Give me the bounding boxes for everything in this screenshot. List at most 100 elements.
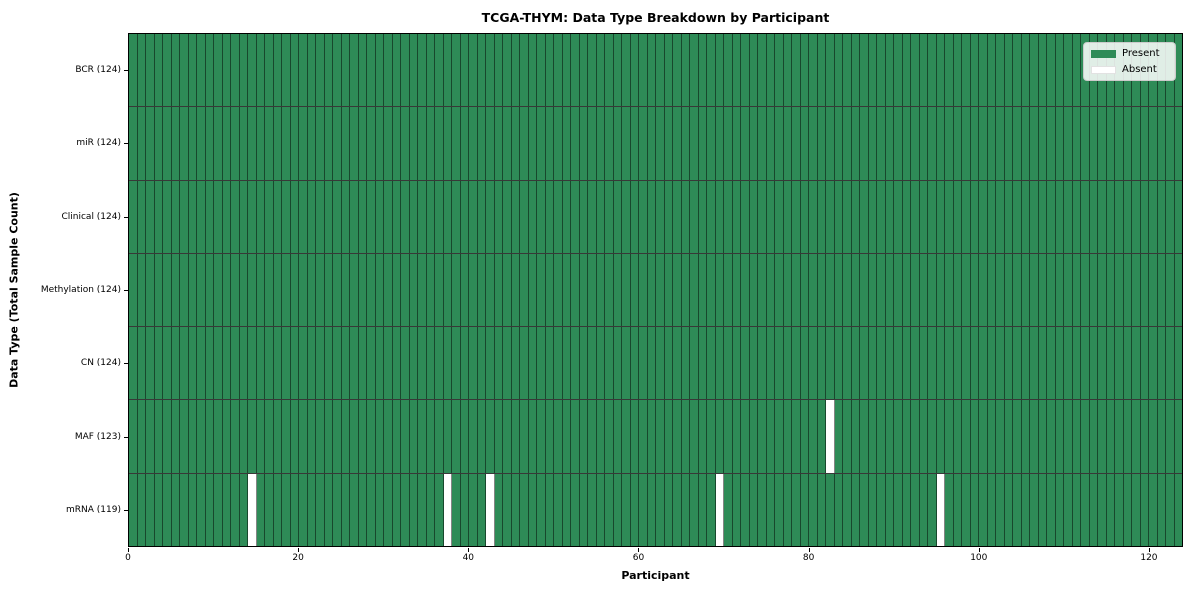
heatmap-cell <box>579 34 588 107</box>
heatmap-cell <box>163 34 172 107</box>
heatmap-cell <box>1030 107 1039 180</box>
heatmap-cell <box>1106 253 1115 327</box>
heatmap-cell <box>962 107 971 180</box>
heatmap-cell <box>987 253 996 327</box>
heatmap-cell <box>282 473 291 546</box>
heatmap-cell <box>1064 107 1073 180</box>
heatmap-cell <box>851 400 860 473</box>
heatmap-cell <box>613 107 622 180</box>
heatmap-cell <box>256 473 265 546</box>
heatmap-cell <box>902 253 911 327</box>
heatmap-cell <box>800 180 809 253</box>
heatmap-cell <box>809 327 818 400</box>
heatmap-cell <box>945 400 954 473</box>
heatmap-cell <box>537 400 546 473</box>
heatmap-cell <box>724 400 733 473</box>
heatmap-cell <box>333 107 342 180</box>
heatmap-cell <box>843 180 852 253</box>
heatmap-cell <box>698 107 707 180</box>
heatmap-cell <box>545 253 554 327</box>
heatmap-cell <box>775 180 784 253</box>
heatmap-cell <box>639 327 648 400</box>
heatmap-cell <box>307 253 316 327</box>
heatmap-cell <box>256 107 265 180</box>
heatmap-cell <box>197 327 206 400</box>
heatmap-cell <box>1157 253 1166 327</box>
y-tick-label-mRNA: mRNA (119) <box>66 505 121 516</box>
heatmap-cell <box>792 327 801 400</box>
heatmap-cell <box>758 180 767 253</box>
heatmap-cell <box>171 327 180 400</box>
heatmap-cell <box>715 253 724 327</box>
heatmap-cell <box>715 473 724 546</box>
heatmap-cell <box>154 34 163 107</box>
heatmap-cell <box>690 253 699 327</box>
heatmap-cell <box>1174 253 1182 327</box>
heatmap-cell <box>613 473 622 546</box>
heatmap-cell <box>299 473 308 546</box>
heatmap-cell <box>1098 400 1107 473</box>
x-tick-label-60: 60 <box>632 553 645 563</box>
heatmap-cell <box>1055 400 1064 473</box>
heatmap-cell <box>800 327 809 400</box>
heatmap-cell <box>520 473 529 546</box>
heatmap-cell <box>341 473 350 546</box>
heatmap-cell <box>409 253 418 327</box>
heatmap-cell <box>749 327 758 400</box>
heatmap-cell <box>511 180 520 253</box>
heatmap-cell <box>656 107 665 180</box>
heatmap-cell <box>996 473 1005 546</box>
heatmap-cell <box>902 107 911 180</box>
heatmap-cell <box>945 327 954 400</box>
heatmap-cell <box>715 180 724 253</box>
heatmap-cell <box>282 107 291 180</box>
heatmap-cell <box>741 473 750 546</box>
heatmap-cell <box>265 400 274 473</box>
heatmap-cell <box>188 473 197 546</box>
heatmap-cell <box>375 253 384 327</box>
heatmap-cell <box>1047 473 1056 546</box>
heatmap-cell <box>511 400 520 473</box>
heatmap-cell <box>834 327 843 400</box>
heatmap-cell <box>673 34 682 107</box>
heatmap-cell <box>690 327 699 400</box>
heatmap-cell <box>503 327 512 400</box>
heatmap-cell <box>775 327 784 400</box>
heatmap-cell <box>1004 107 1013 180</box>
heatmap-cell <box>205 473 214 546</box>
heatmap-cell <box>137 180 146 253</box>
heatmap-cell <box>630 400 639 473</box>
heatmap-cell <box>613 34 622 107</box>
x-tick-mark <box>128 548 129 552</box>
heatmap-cell <box>860 327 869 400</box>
heatmap-cell <box>316 400 325 473</box>
heatmap-cell <box>681 34 690 107</box>
heatmap-cell <box>953 327 962 400</box>
heatmap-cell <box>596 400 605 473</box>
heatmap-cell <box>477 180 486 253</box>
heatmap-cell <box>690 400 699 473</box>
heatmap-cell <box>180 180 189 253</box>
heatmap-cell <box>163 473 172 546</box>
heatmap-cell <box>749 473 758 546</box>
heatmap-cell <box>239 400 248 473</box>
heatmap-cell <box>528 327 537 400</box>
heatmap-cell <box>928 400 937 473</box>
heatmap-cell <box>358 34 367 107</box>
heatmap-cell <box>588 34 597 107</box>
heatmap-cell <box>154 253 163 327</box>
heatmap-cell <box>571 34 580 107</box>
heatmap-cell <box>554 107 563 180</box>
heatmap-cell <box>902 34 911 107</box>
heatmap-cell <box>494 400 503 473</box>
heatmap-cell <box>163 180 172 253</box>
heatmap-cell <box>630 34 639 107</box>
legend-label-present: Present <box>1122 48 1160 59</box>
heatmap-cell <box>367 34 376 107</box>
heatmap-cell <box>834 107 843 180</box>
heatmap-cell <box>1132 253 1141 327</box>
heatmap-cell <box>239 473 248 546</box>
heatmap-cell <box>1055 327 1064 400</box>
heatmap-cell <box>1055 180 1064 253</box>
heatmap-cell <box>1174 107 1182 180</box>
